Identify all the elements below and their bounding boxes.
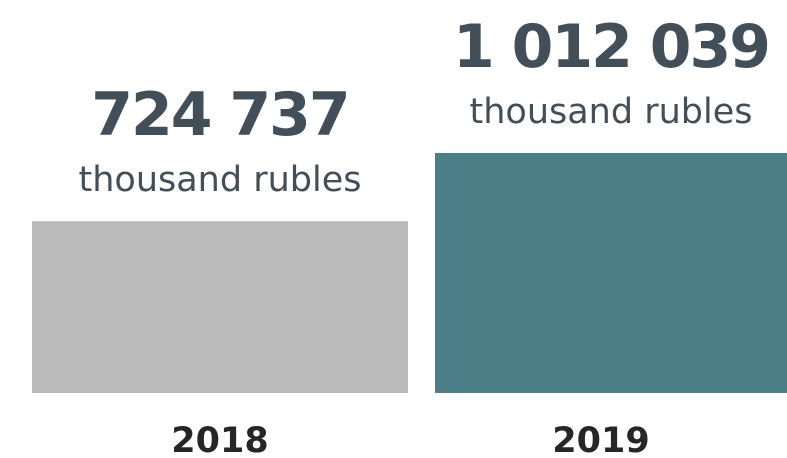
- bar-2019: [435, 153, 787, 393]
- labels-group: thousand rubles 724 737 2018 thousand ruble…: [79, 12, 772, 458]
- category-label-2018: 2018: [171, 421, 268, 458]
- value-label-2018: 724 737: [91, 80, 348, 150]
- category-label-2019: 2019: [552, 421, 649, 458]
- unit-label-2019: thousand rubles: [470, 92, 753, 132]
- unit-label-2018: thousand rubles: [79, 160, 362, 200]
- bar-2018: [32, 221, 408, 393]
- value-label-2019: 1 012 039: [453, 12, 769, 82]
- bars-group: [32, 153, 787, 393]
